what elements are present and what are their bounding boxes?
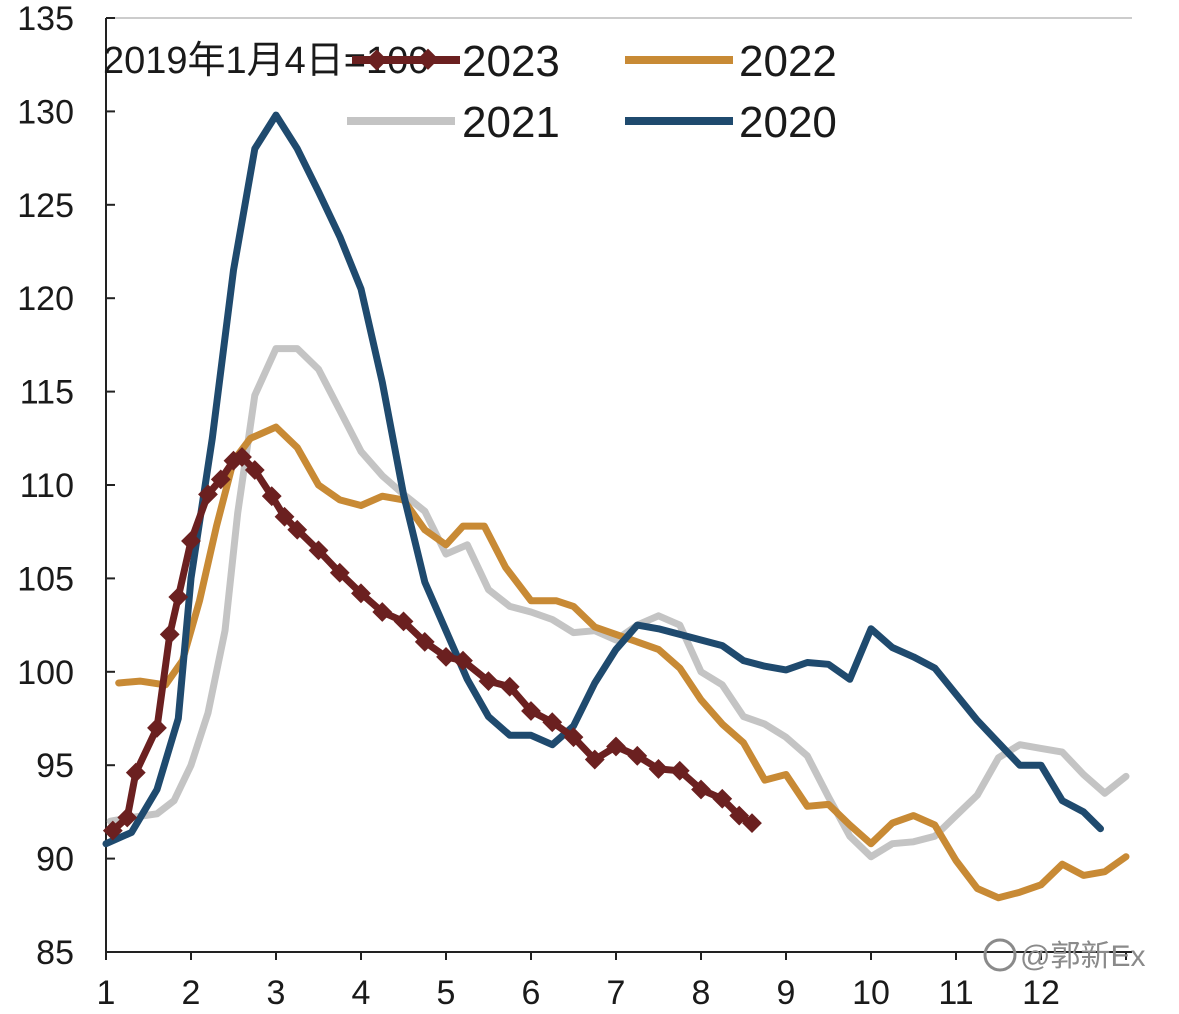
y-tick-label: 95: [36, 747, 74, 785]
legend-label-2021: 2021: [462, 98, 560, 147]
watermark-icon: [983, 938, 1017, 972]
legend: 2019年1月4日=100 2023 2022 2021 2020: [103, 37, 837, 147]
x-tick-label: 5: [437, 974, 456, 1009]
data-point-2023: [648, 759, 669, 779]
data-point-2023: [499, 676, 520, 697]
data-point-2023: [308, 540, 329, 561]
x-tick-label: 1: [97, 974, 116, 1009]
legend-item-2023: 2023: [352, 37, 560, 86]
y-tick-label: 135: [17, 0, 74, 38]
y-tick-label: 130: [17, 93, 74, 131]
x-tick-label: 6: [522, 974, 541, 1009]
x-tick-label: 3: [267, 974, 286, 1009]
watermark: @郭新Ex: [983, 938, 1145, 973]
series-line-2021: [106, 345, 1130, 861]
x-tick-group: 1 2 3 4 5 6 7 8 9 10 11 12: [97, 952, 1127, 1012]
legend-label-2022: 2022: [739, 37, 837, 86]
y-tick-label: 105: [17, 560, 74, 598]
watermark-text: @郭新Ex: [1020, 940, 1145, 973]
y-tick-label: 125: [17, 187, 74, 225]
data-point-2023: [453, 650, 473, 671]
data-point-2023: [393, 611, 414, 632]
x-tick-label: 11: [938, 974, 973, 1009]
x-tick-label: 9: [777, 974, 796, 1009]
data-point-2023: [372, 602, 393, 622]
y-tick-group: 85 90 95 100 105 110 115 120 125 130 135: [17, 0, 115, 972]
y-tick-label: 120: [17, 280, 74, 318]
data-point-2023: [742, 813, 762, 834]
x-tick-label: 4: [352, 974, 371, 1009]
data-point-2023: [669, 760, 690, 781]
x-tick-label: 10: [852, 974, 890, 1009]
data-point-2023: [168, 587, 189, 607]
data-point-2023: [521, 701, 541, 721]
y-tick-label: 115: [20, 374, 74, 412]
data-point-2023: [232, 447, 252, 467]
series-layer: [102, 111, 1130, 902]
series-line-2022: [115, 423, 1130, 902]
data-point-2023: [159, 624, 180, 645]
data-point-2023: [436, 646, 456, 667]
data-point-2023: [351, 583, 371, 604]
y-tick-label: 85: [36, 934, 74, 972]
data-point-2023: [198, 484, 218, 505]
y-tick-label: 90: [36, 841, 74, 879]
legend-marker-2023: [366, 49, 388, 71]
data-point-2023: [261, 486, 282, 507]
x-tick-label: 12: [1022, 974, 1060, 1009]
legend-item-2022: 2022: [625, 37, 837, 86]
y-tick-label: 100: [17, 654, 74, 692]
data-point-2023: [117, 807, 138, 828]
data-point-2023: [287, 519, 308, 540]
legend-item-2020: 2020: [625, 98, 837, 147]
data-point-2023: [627, 745, 648, 766]
data-point-2023: [414, 631, 435, 652]
data-point-2023: [274, 506, 295, 527]
data-point-2023: [691, 779, 711, 800]
series-line-2020: [102, 111, 1104, 848]
x-tick-label: 7: [607, 974, 626, 1009]
data-point-2023: [729, 805, 750, 826]
legend-label-2023: 2023: [462, 37, 560, 86]
data-point-2023: [542, 712, 563, 733]
data-point-2023: [712, 788, 733, 809]
x-tick-label: 8: [692, 974, 711, 1009]
y-tick-label: 110: [20, 467, 74, 505]
x-tick-label: 2: [182, 974, 201, 1009]
legend-label-2020: 2020: [739, 98, 837, 147]
legend-item-2021: 2021: [347, 98, 560, 147]
